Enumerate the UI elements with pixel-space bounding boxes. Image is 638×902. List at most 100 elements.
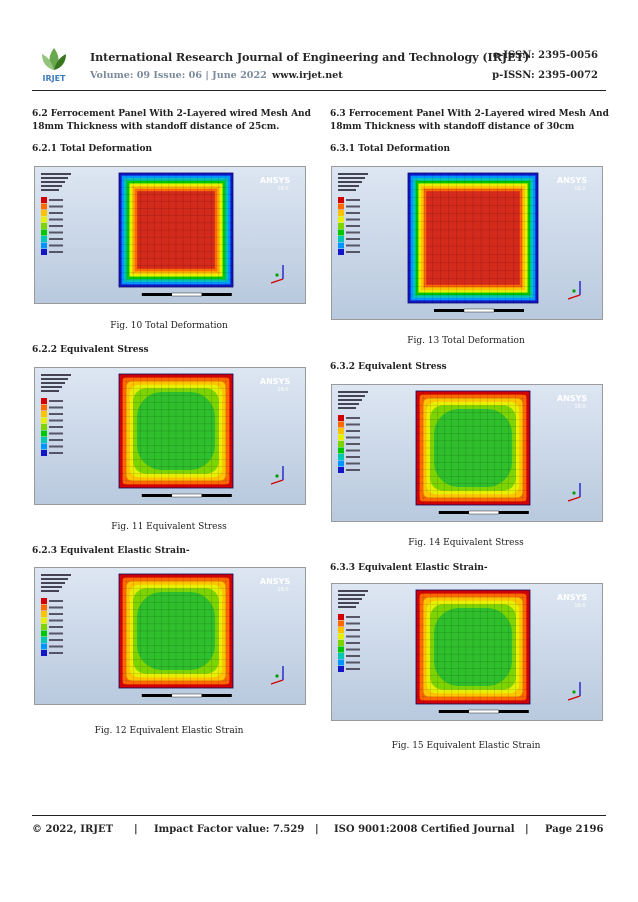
footer-separator: | <box>315 824 319 835</box>
logo-text: IRJET <box>42 74 66 83</box>
contour-band <box>434 409 512 487</box>
footer-copyright: © 2022, IRJET <box>32 824 114 835</box>
fig14-caption: Fig. 14 Equivalent Stress <box>408 538 524 548</box>
contour-band <box>137 191 215 269</box>
left-section-title: 6.2 Ferrocement Panel With 2-Layered wir… <box>32 109 311 132</box>
left-sub-equivalent-stress: 6.2.2 Equivalent Stress <box>32 345 149 355</box>
legend-swatch <box>338 216 344 223</box>
left-fig-total-deformation: ANSYS 18.0 <box>34 166 306 304</box>
right-fig-total-deformation: ANSYS 18.0 <box>331 166 603 320</box>
legend-swatch <box>338 197 344 203</box>
footer-separator: | <box>134 824 138 835</box>
right-section-title: 6.3 Ferrocement Panel With 2-Layered wir… <box>330 109 609 132</box>
ansys-brand: ANSYS <box>557 394 587 403</box>
scale-bar <box>434 309 464 312</box>
eissn: e-ISSN: 2395-0056 <box>492 50 598 61</box>
legend-swatch <box>41 650 47 656</box>
legend-swatch <box>338 203 344 210</box>
left-sub-total-deformation: 6.2.1 Total Deformation <box>32 144 153 154</box>
legend-swatch <box>41 604 47 611</box>
legend-swatch <box>41 611 47 617</box>
legend-swatch <box>338 428 344 434</box>
legend-swatch <box>41 210 47 216</box>
scale-bar <box>141 694 172 697</box>
right-fig-equivalent-stress: ANSYS 18.0 <box>331 384 603 522</box>
legend-swatch <box>338 614 344 620</box>
legend-swatch <box>338 229 344 236</box>
ansys-brand: ANSYS <box>557 593 587 602</box>
fig13-caption: Fig. 13 Total Deformation <box>407 336 525 346</box>
footer-page: Page 2196 <box>545 824 604 835</box>
left-sub-equivalent-strain: 6.2.3 Equivalent Elastic Strain- <box>32 546 190 556</box>
legend-swatch <box>41 203 47 210</box>
legend-swatch <box>41 630 47 637</box>
header-rule <box>32 90 606 91</box>
legend-swatch <box>41 223 47 229</box>
legend-swatch <box>41 437 47 443</box>
legend-swatch <box>338 236 344 242</box>
fig11-caption: Fig. 11 Equivalent Stress <box>111 522 227 532</box>
panel-outline <box>407 172 539 304</box>
volume-issue: Volume: 09 Issue: 06 | June 2022 <box>90 70 267 81</box>
panel-outline <box>118 573 234 689</box>
legend-swatch <box>41 624 47 630</box>
legend-swatch <box>338 659 344 666</box>
journal-title: International Research Journal of Engine… <box>90 50 529 64</box>
panel-outline <box>415 589 531 705</box>
ansys-version: 18.0 <box>574 404 585 410</box>
left-fig-equivalent-strain: ANSYS 18.0 <box>34 567 306 705</box>
ansys-version: 18.0 <box>574 186 585 192</box>
legend-swatch <box>338 653 344 659</box>
panel-outline <box>118 373 234 489</box>
legend-swatch <box>338 646 344 653</box>
ansys-brand: ANSYS <box>260 577 290 586</box>
panel-outline <box>118 172 234 288</box>
ansys-version: 18.0 <box>277 587 288 593</box>
page-header: IRJET International Research Journal of … <box>0 0 638 100</box>
footer-iso: ISO 9001:2008 Certified Journal <box>334 824 515 835</box>
ansys-version: 18.0 <box>277 186 288 192</box>
legend-swatch <box>41 450 47 456</box>
pissn: p-ISSN: 2395-0072 <box>492 70 598 81</box>
website-link[interactable]: www.irjet.net <box>272 70 343 81</box>
right-sub-equivalent-strain: 6.3.3 Equivalent Elastic Strain- <box>330 563 488 573</box>
legend-swatch <box>41 236 47 242</box>
fig15-caption: Fig. 15 Equivalent Elastic Strain <box>391 741 541 751</box>
legend-swatch <box>338 454 344 460</box>
legend-swatch <box>41 430 47 437</box>
ansys-version: 18.0 <box>277 387 288 393</box>
scale-bar <box>438 710 469 713</box>
contour-band <box>137 592 215 670</box>
right-sub-equivalent-stress: 6.3.2 Equivalent Stress <box>330 362 447 372</box>
contour-band <box>137 392 215 470</box>
legend-swatch <box>338 421 344 428</box>
legend-swatch <box>338 249 344 255</box>
legend-swatch <box>338 441 344 447</box>
right-fig-equivalent-strain: ANSYS 18.0 <box>331 583 603 721</box>
right-sub-total-deformation: 6.3.1 Total Deformation <box>330 144 451 154</box>
legend-swatch <box>338 242 344 249</box>
contour-band <box>426 191 520 285</box>
contour-band <box>434 608 512 686</box>
legend-swatch <box>338 415 344 421</box>
scale-bar <box>141 494 172 497</box>
legend-swatch <box>338 223 344 229</box>
legend-swatch <box>41 197 47 203</box>
footer-separator: | <box>525 824 529 835</box>
legend-swatch <box>41 424 47 430</box>
footer-rule <box>32 815 606 816</box>
legend-swatch <box>41 443 47 450</box>
irjet-logo-icon: IRJET <box>42 48 66 83</box>
scale-bar <box>141 293 172 296</box>
scale-bar <box>438 511 469 514</box>
legend-swatch <box>338 447 344 454</box>
legend-swatch <box>41 637 47 643</box>
legend-swatch <box>41 216 47 223</box>
ansys-brand: ANSYS <box>557 176 587 185</box>
legend-swatch <box>338 434 344 441</box>
ansys-brand: ANSYS <box>260 176 290 185</box>
fig12-caption: Fig. 12 Equivalent Elastic Strain <box>94 726 244 736</box>
